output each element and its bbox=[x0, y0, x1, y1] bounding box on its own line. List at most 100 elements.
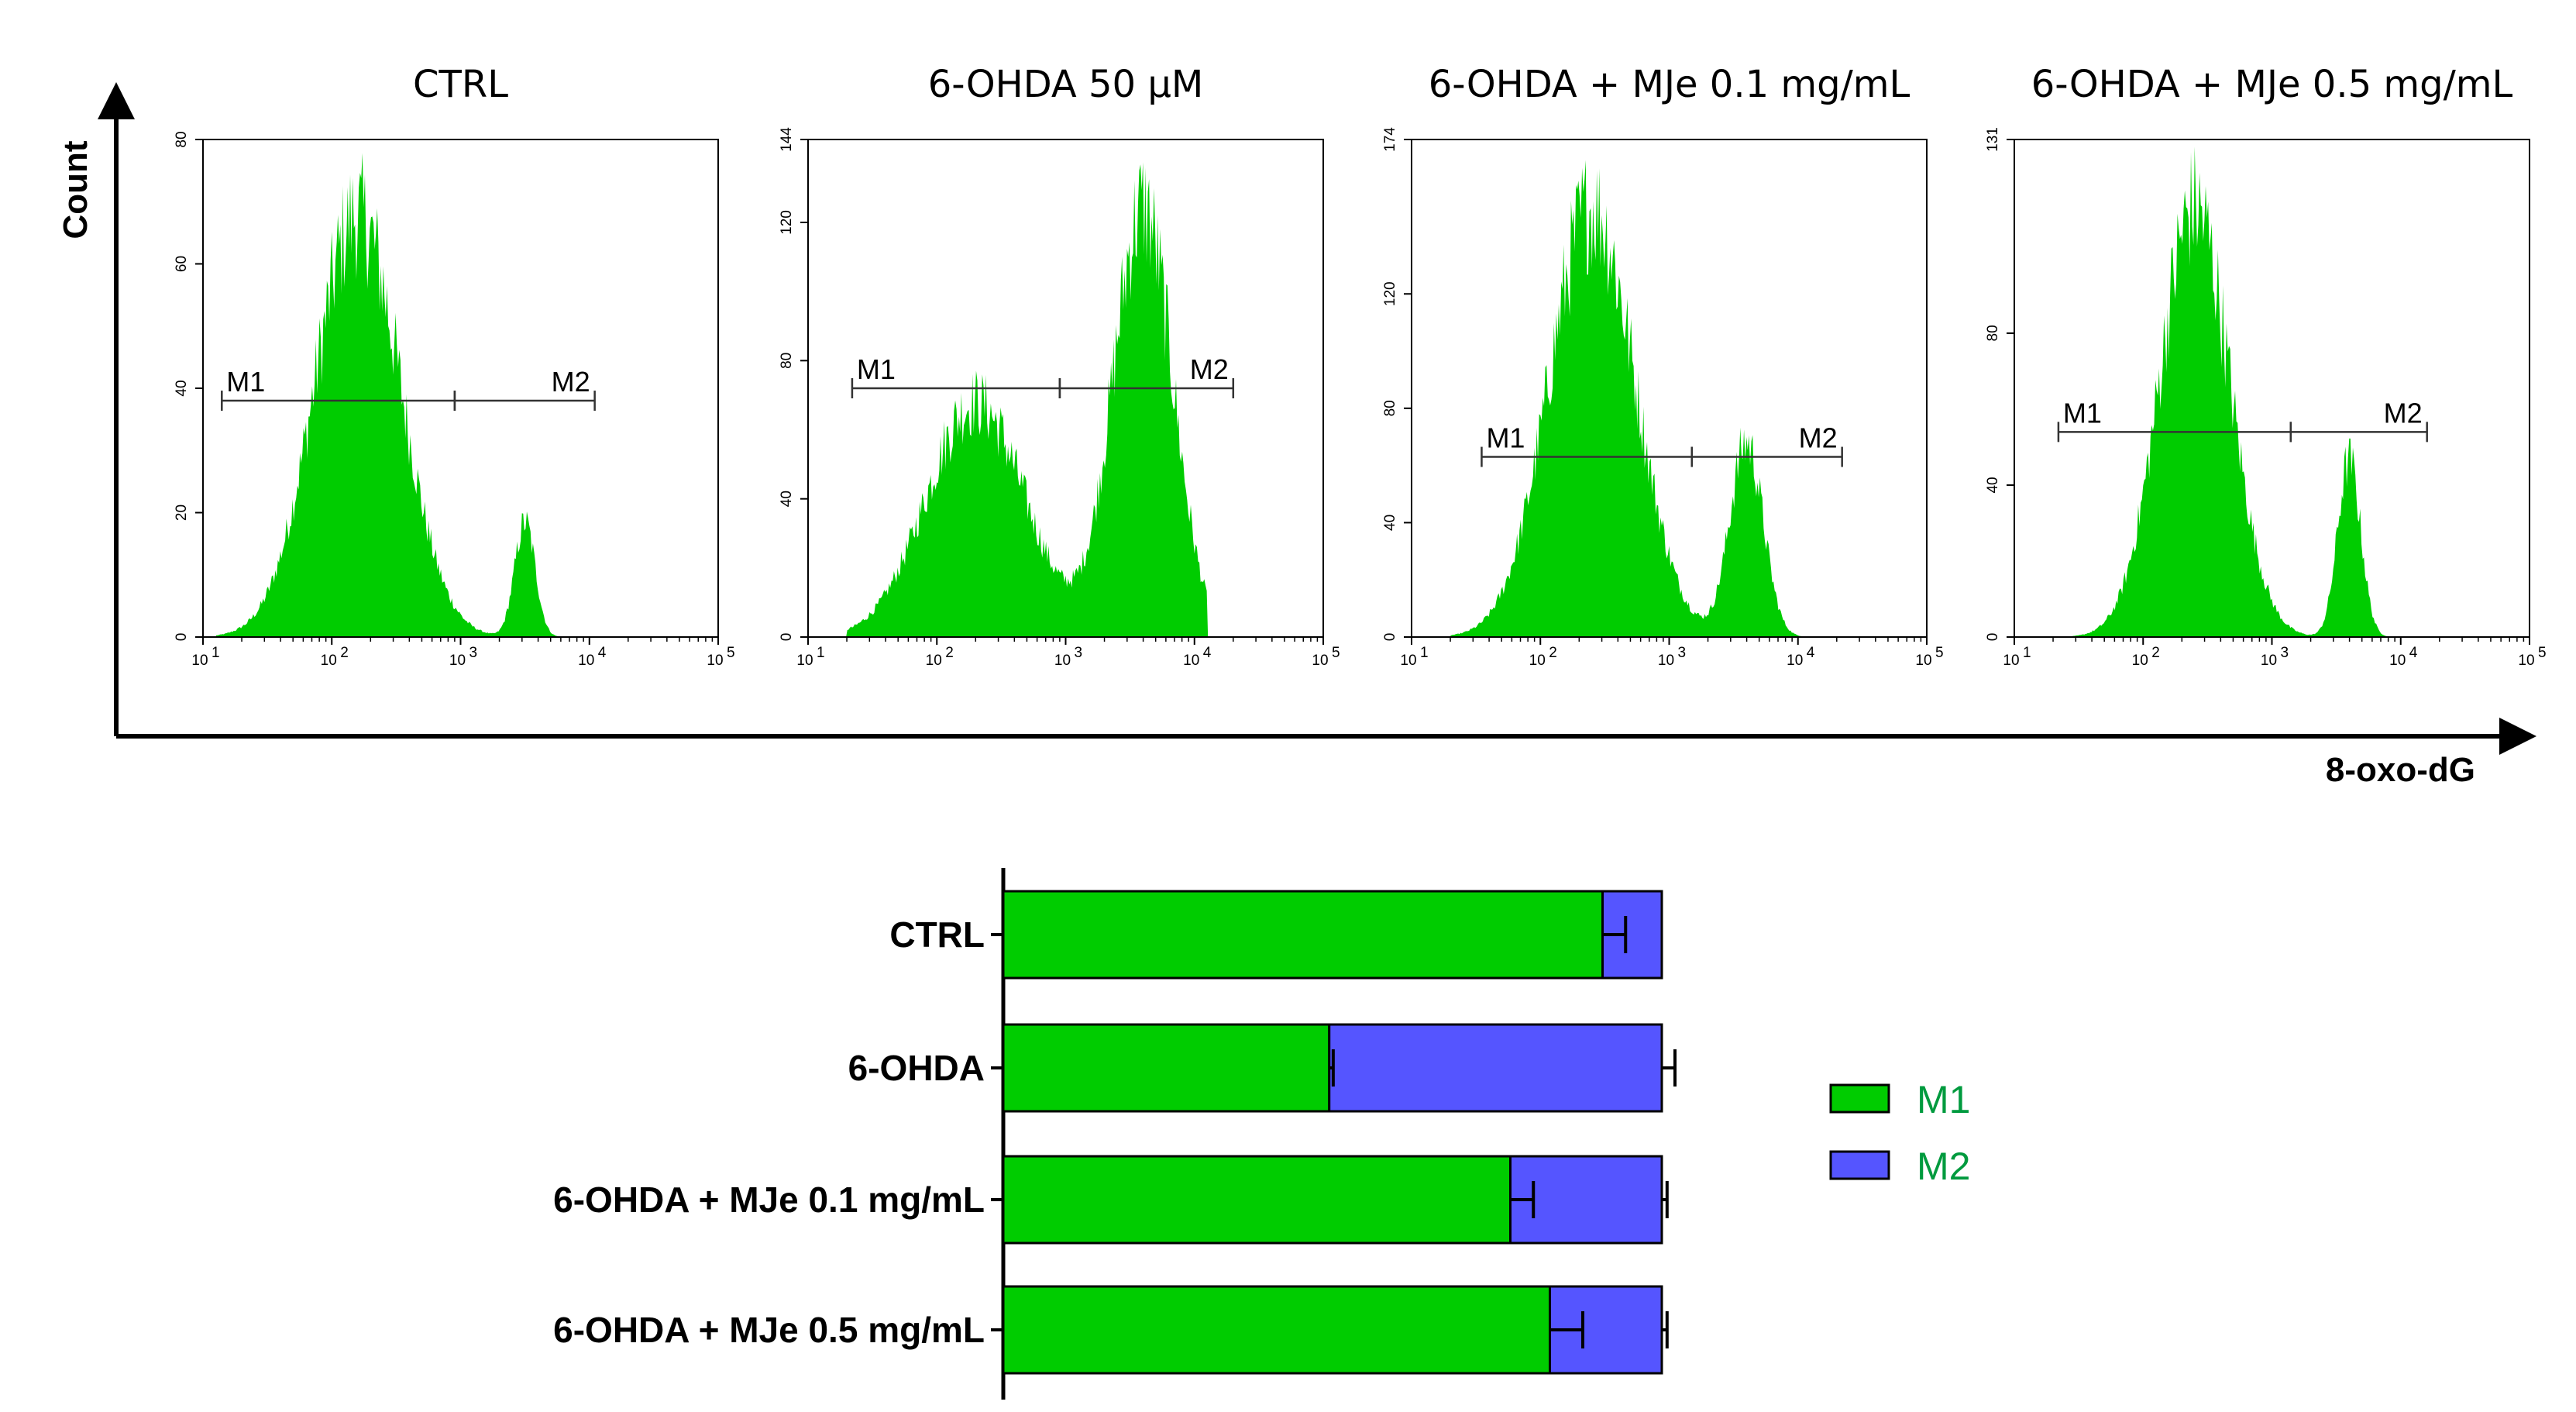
histogram-fill bbox=[2014, 146, 2530, 637]
x-tick-label: 10 bbox=[321, 653, 337, 669]
x-tick-label: 10 bbox=[1529, 653, 1546, 669]
histogram-fill bbox=[808, 162, 1323, 637]
y-tick-label: 80 bbox=[174, 131, 190, 147]
y-tick-label: 80 bbox=[1382, 400, 1398, 416]
gate-label: M1 bbox=[857, 353, 896, 385]
y-tick-label: 40 bbox=[1985, 477, 2001, 493]
x-tick-exponent: 3 bbox=[1678, 645, 1687, 661]
y-tick-label: 0 bbox=[1985, 633, 2001, 642]
y-axis-label: Count bbox=[57, 140, 95, 239]
x-tick-exponent: 1 bbox=[1420, 645, 1429, 661]
y-tick-label: 0 bbox=[1382, 633, 1398, 642]
x-tick-exponent: 5 bbox=[2538, 645, 2547, 661]
y-tick-label: 174 bbox=[1382, 127, 1398, 152]
bar-segment-m2 bbox=[1328, 1023, 1663, 1113]
legend-label: M2 bbox=[1917, 1145, 1970, 1188]
gate-label: M1 bbox=[226, 366, 265, 398]
x-tick-label: 10 bbox=[1183, 653, 1199, 669]
x-tick-label: 10 bbox=[1787, 653, 1803, 669]
y-tick-label: 144 bbox=[779, 127, 795, 152]
stacked-bar-chart: CTRL 6-OHDA 6-OHDA + MJe 0.1 mg/mL 6-OHDA +… bbox=[553, 868, 1677, 1400]
y-tick-label: 40 bbox=[779, 491, 795, 507]
x-tick-exponent: 3 bbox=[469, 645, 478, 661]
global-axes: Count 8-oxo-dG bbox=[57, 82, 2536, 789]
panel-title: 6-OHDA + MJe 0.5 mg/mL bbox=[2031, 63, 2513, 106]
gate-m2: M2 bbox=[1058, 353, 1235, 398]
y-tick-label: 120 bbox=[1382, 281, 1398, 306]
x-tick-exponent: 3 bbox=[2281, 645, 2289, 661]
y-tick-label: 40 bbox=[174, 380, 190, 396]
x-tick-label: 10 bbox=[2132, 653, 2148, 669]
bar-row-3: 6-OHDA + MJe 0.1 mg/mL bbox=[553, 1155, 1669, 1245]
y-tick-label: 0 bbox=[174, 633, 190, 642]
x-tick-exponent: 4 bbox=[1203, 645, 1212, 661]
legend: M1 M2 bbox=[1829, 1078, 1970, 1188]
y-tick-label: 120 bbox=[779, 210, 795, 235]
x-tick-exponent: 2 bbox=[340, 645, 349, 661]
x-tick-label: 10 bbox=[926, 653, 942, 669]
y-tick-label: 40 bbox=[1382, 515, 1398, 531]
x-tick-label: 10 bbox=[707, 653, 723, 669]
x-tick-exponent: 5 bbox=[1935, 645, 1944, 661]
gate-m2: M2 bbox=[2289, 397, 2428, 443]
y-tick-label: 0 bbox=[779, 633, 795, 642]
gate-m1: M1 bbox=[221, 366, 456, 412]
legend-label: M1 bbox=[1917, 1078, 1970, 1121]
x-tick-exponent: 1 bbox=[212, 645, 220, 661]
y-tick-label: 131 bbox=[1985, 127, 2001, 152]
x-tick-label: 10 bbox=[2389, 653, 2406, 669]
x-tick-label: 10 bbox=[191, 653, 208, 669]
legend-item-m1: M1 bbox=[1829, 1078, 1970, 1121]
legend-swatch bbox=[1829, 1083, 1890, 1114]
gate-m1: M1 bbox=[851, 353, 1061, 398]
gate-m2: M2 bbox=[453, 366, 596, 412]
gate-label: M2 bbox=[552, 366, 590, 398]
panel-title: 6-OHDA + MJe 0.1 mg/mL bbox=[1429, 63, 1911, 106]
bar-segment-m1 bbox=[1002, 1285, 1551, 1375]
x-tick-exponent: 2 bbox=[945, 645, 954, 661]
x-tick-exponent: 2 bbox=[1549, 645, 1557, 661]
x-tick-label: 10 bbox=[1400, 653, 1416, 669]
category-label: 6-OHDA bbox=[848, 1048, 985, 1088]
x-tick-exponent: 4 bbox=[1807, 645, 1815, 661]
x-tick-label: 10 bbox=[1658, 653, 1674, 669]
bar-row-2: 6-OHDA bbox=[848, 1023, 1677, 1113]
y-tick-label: 80 bbox=[779, 353, 795, 369]
x-tick-label: 10 bbox=[1915, 653, 1931, 669]
category-label: 6-OHDA + MJe 0.1 mg/mL bbox=[553, 1180, 985, 1220]
panel-title: 6-OHDA 50 µM bbox=[928, 63, 1204, 106]
panel-title: CTRL bbox=[413, 63, 508, 106]
x-tick-label: 10 bbox=[1054, 653, 1071, 669]
bar-segment-m1 bbox=[1002, 1023, 1331, 1113]
category-label: CTRL bbox=[889, 914, 985, 955]
y-tick-label: 20 bbox=[174, 505, 190, 521]
x-tick-label: 10 bbox=[578, 653, 594, 669]
category-label: 6-OHDA + MJe 0.5 mg/mL bbox=[553, 1310, 985, 1350]
x-tick-label: 10 bbox=[2261, 653, 2277, 669]
bar-segment-m2 bbox=[1509, 1155, 1663, 1245]
bar-segment-m1 bbox=[1002, 1155, 1512, 1245]
y-tick-label: 60 bbox=[174, 256, 190, 272]
gate-label: M2 bbox=[2384, 397, 2423, 429]
x-tick-label: 10 bbox=[449, 653, 466, 669]
x-tick-exponent: 1 bbox=[2023, 645, 2031, 661]
gate-label: M1 bbox=[1486, 422, 1525, 454]
gate-m2: M2 bbox=[1690, 422, 1843, 467]
x-tick-label: 10 bbox=[1312, 653, 1328, 669]
bar-row-4: 6-OHDA + MJe 0.5 mg/mL bbox=[553, 1285, 1669, 1375]
x-tick-label: 10 bbox=[796, 653, 813, 669]
x-tick-label: 10 bbox=[2518, 653, 2534, 669]
x-tick-label: 10 bbox=[2003, 653, 2019, 669]
gate-label: M2 bbox=[1190, 353, 1229, 385]
bar-row-1: CTRL bbox=[889, 890, 1663, 980]
panel-frame bbox=[2014, 139, 2530, 638]
x-tick-exponent: 5 bbox=[1332, 645, 1340, 661]
gate-label: M1 bbox=[2063, 397, 2102, 429]
histogram-fill bbox=[203, 153, 718, 637]
